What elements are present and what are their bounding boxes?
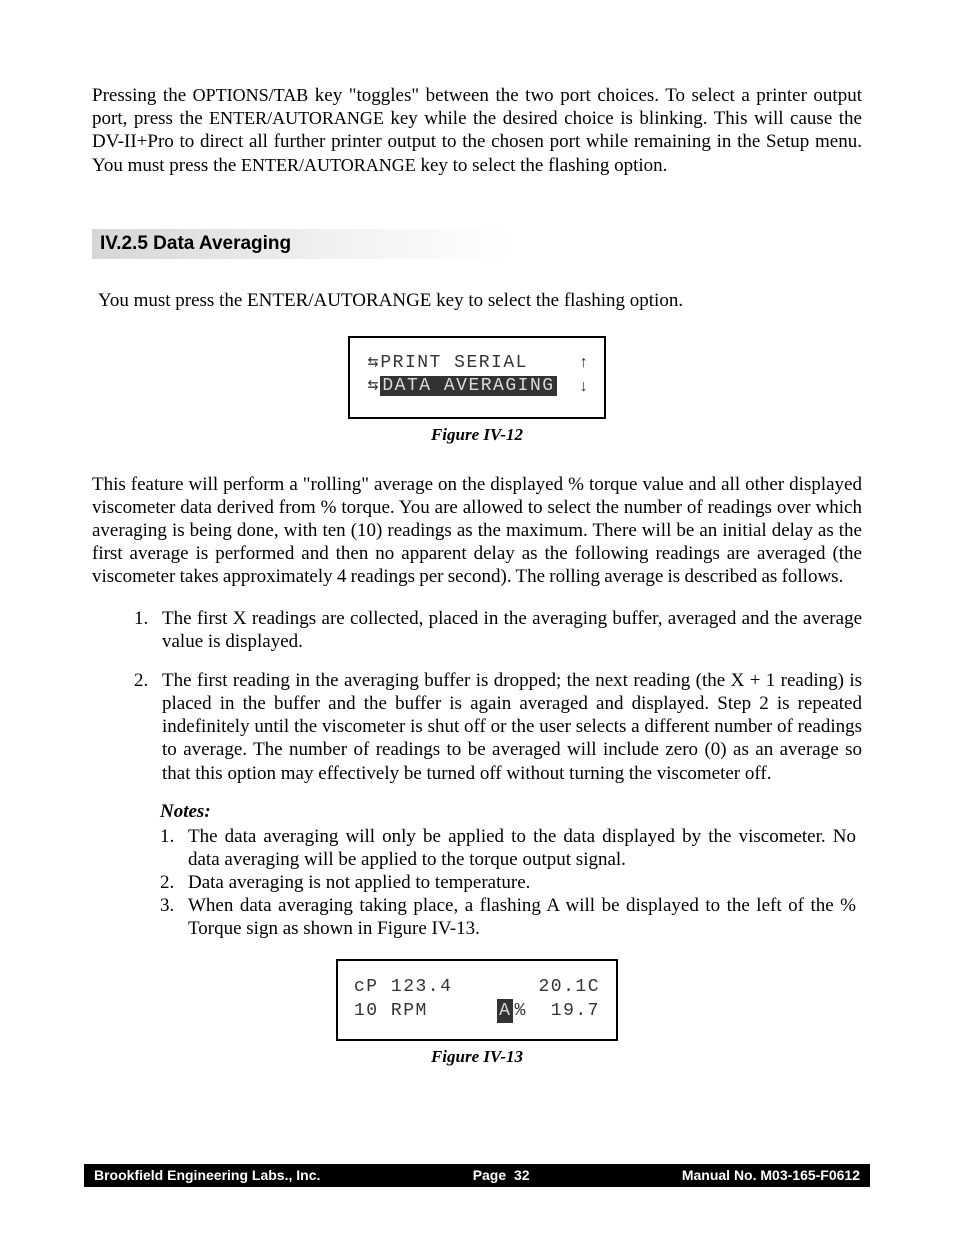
section-heading: IV.2.5 Data Averaging <box>92 229 512 259</box>
paragraph-press-enter: You must press the ENTER/AUTORANGE key t… <box>98 289 862 312</box>
notes-block: Notes: The data averaging will only be a… <box>160 801 856 941</box>
list-item: The first X readings are collected, plac… <box>134 607 862 653</box>
swap-icon: ⇄ <box>366 375 378 398</box>
paragraph-feature-desc: This feature will perform a "rolling" av… <box>92 473 862 589</box>
list-item: The data averaging will only be applied … <box>160 825 856 871</box>
swap-icon: ⇄ <box>366 352 378 375</box>
lcd-display-fig12: ⇄PRINT SERIAL ↑ ⇄DATA AVERAGING ↓ <box>348 336 606 419</box>
list-item: When data averaging taking place, a flas… <box>160 894 856 940</box>
paragraph-port-select: Pressing the OPTIONS/TAB key "toggles" b… <box>92 84 862 177</box>
numbered-steps-list: The first X readings are collected, plac… <box>134 607 862 785</box>
arrow-up-icon: ↑ <box>579 353 590 374</box>
notes-heading: Notes: <box>160 801 856 823</box>
list-item: Data averaging is not applied to tempera… <box>160 871 856 894</box>
footer-page: Page 32 <box>473 1167 530 1183</box>
figure-caption-13: Figure IV-13 <box>92 1047 862 1067</box>
page-footer: Brookfield Engineering Labs., Inc. Page … <box>84 1164 870 1187</box>
list-item: The first reading in the averaging buffe… <box>134 669 862 785</box>
arrow-down-icon: ↓ <box>579 377 590 398</box>
footer-company: Brookfield Engineering Labs., Inc. <box>94 1167 320 1183</box>
lcd-display-fig13: cP 123.4 20.1C 10 RPM A% 19.7 <box>336 959 618 1042</box>
figure-caption-12: Figure IV-12 <box>92 425 862 445</box>
footer-manual-no: Manual No. M03-165-F0612 <box>682 1167 860 1183</box>
